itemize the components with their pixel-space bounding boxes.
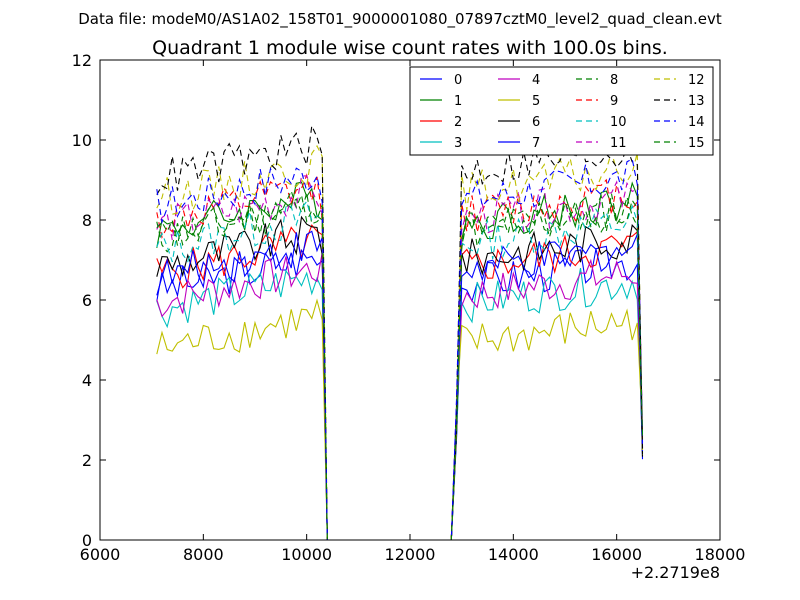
x-tick-label: 18000 <box>695 545 746 564</box>
suptitle: Data file: modeM0/AS1A02_158T01_90000010… <box>78 10 722 29</box>
chart-title: Quadrant 1 module wise count rates with … <box>152 37 668 59</box>
series-line-5 <box>156 298 644 541</box>
x-tick-label: 8000 <box>183 545 224 564</box>
series-line-7 <box>156 230 644 541</box>
y-tick-label: 6 <box>82 291 92 310</box>
series-line-12 <box>156 144 644 541</box>
legend-label: 13 <box>688 94 705 109</box>
legend-label: 7 <box>532 136 540 151</box>
x-offset-label: +2.2719e8 <box>631 563 720 582</box>
series-line-8 <box>156 192 644 541</box>
legend-label: 0 <box>454 73 462 88</box>
legend-box <box>409 66 714 156</box>
legend-label: 6 <box>532 115 540 130</box>
legend-label: 2 <box>454 115 462 130</box>
x-axis: 6000 8000 10000 12000 14000 16000 18000 <box>80 60 746 564</box>
y-tick-label: 0 <box>82 531 92 550</box>
x-tick-label: 12000 <box>385 545 436 564</box>
x-tick-label: 6000 <box>80 545 121 564</box>
legend-label: 10 <box>610 115 627 130</box>
x-tick-label: 14000 <box>488 545 539 564</box>
y-tick-label: 2 <box>82 451 92 470</box>
legend-label: 1 <box>454 94 462 109</box>
legend-label: 8 <box>610 73 618 88</box>
plot-lines <box>156 123 644 541</box>
series-line-2 <box>156 224 644 541</box>
y-tick-label: 4 <box>82 371 92 390</box>
y-tick-label: 8 <box>82 211 92 230</box>
legend-label: 11 <box>610 136 627 151</box>
series-line-9 <box>156 173 644 541</box>
series-line-11 <box>156 175 644 541</box>
legend-label: 15 <box>688 136 705 151</box>
series-line-15 <box>156 189 644 541</box>
series-line-0 <box>156 245 644 541</box>
y-tick-label: 10 <box>72 131 92 150</box>
legend-label: 14 <box>688 115 705 130</box>
series-line-4 <box>156 252 644 541</box>
legend-label: 12 <box>688 73 705 88</box>
x-tick-label: 16000 <box>591 545 642 564</box>
legend-label: 3 <box>454 136 462 151</box>
series-line-3 <box>156 268 644 541</box>
x-tick-label: 10000 <box>281 545 332 564</box>
legend-label: 9 <box>610 94 618 109</box>
y-tick-label: 12 <box>72 51 92 70</box>
legend-label: 4 <box>532 73 540 88</box>
legend-label: 5 <box>532 94 540 109</box>
series-line-14 <box>156 158 644 541</box>
